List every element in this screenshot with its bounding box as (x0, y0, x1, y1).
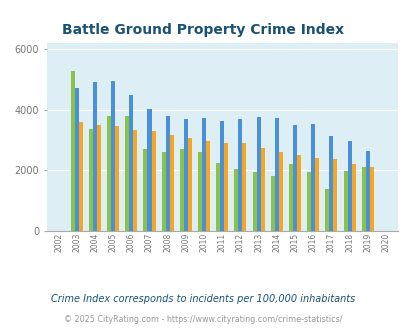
Bar (79, 122, 83, 231)
Bar (347, 141, 351, 231)
Bar (216, 163, 220, 231)
Bar (75, 88, 79, 231)
Bar (89, 129, 93, 231)
Bar (343, 171, 347, 231)
Bar (311, 124, 315, 231)
Bar (296, 155, 301, 231)
Text: Crime Index corresponds to incidents per 100,000 inhabitants: Crime Index corresponds to incidents per… (51, 294, 354, 304)
Bar (107, 116, 111, 231)
Bar (333, 159, 337, 231)
Bar (161, 152, 165, 231)
Bar (242, 143, 246, 231)
Text: Battle Ground Property Crime Index: Battle Ground Property Crime Index (62, 23, 343, 37)
Bar (278, 152, 282, 231)
Bar (256, 117, 260, 231)
Bar (325, 189, 328, 231)
Bar (270, 176, 274, 231)
Bar (260, 148, 264, 231)
Bar (252, 172, 256, 231)
Bar (307, 172, 311, 231)
Bar (220, 121, 224, 231)
Bar (183, 119, 188, 231)
Bar (292, 124, 296, 231)
Text: © 2025 CityRating.com - https://www.cityrating.com/crime-statistics/: © 2025 CityRating.com - https://www.city… (64, 315, 341, 324)
Bar (143, 149, 147, 231)
Bar (361, 167, 365, 231)
Bar (111, 81, 115, 231)
Bar (274, 117, 278, 231)
Bar (125, 116, 129, 231)
Bar (206, 141, 209, 231)
Bar (179, 149, 183, 231)
Bar (165, 116, 169, 231)
Bar (202, 118, 206, 231)
Bar (365, 151, 369, 231)
Bar (151, 131, 155, 231)
Bar (369, 167, 373, 231)
Bar (238, 119, 242, 231)
Bar (133, 130, 137, 231)
Bar (70, 71, 75, 231)
Bar (93, 82, 97, 231)
Bar (188, 138, 192, 231)
Bar (198, 152, 202, 231)
Bar (169, 135, 173, 231)
Bar (224, 143, 228, 231)
Bar (351, 164, 355, 231)
Bar (115, 126, 119, 231)
Bar (129, 95, 133, 231)
Bar (288, 164, 292, 231)
Bar (234, 169, 238, 231)
Bar (97, 125, 101, 231)
Bar (315, 158, 318, 231)
Bar (147, 109, 151, 231)
Bar (328, 136, 333, 231)
